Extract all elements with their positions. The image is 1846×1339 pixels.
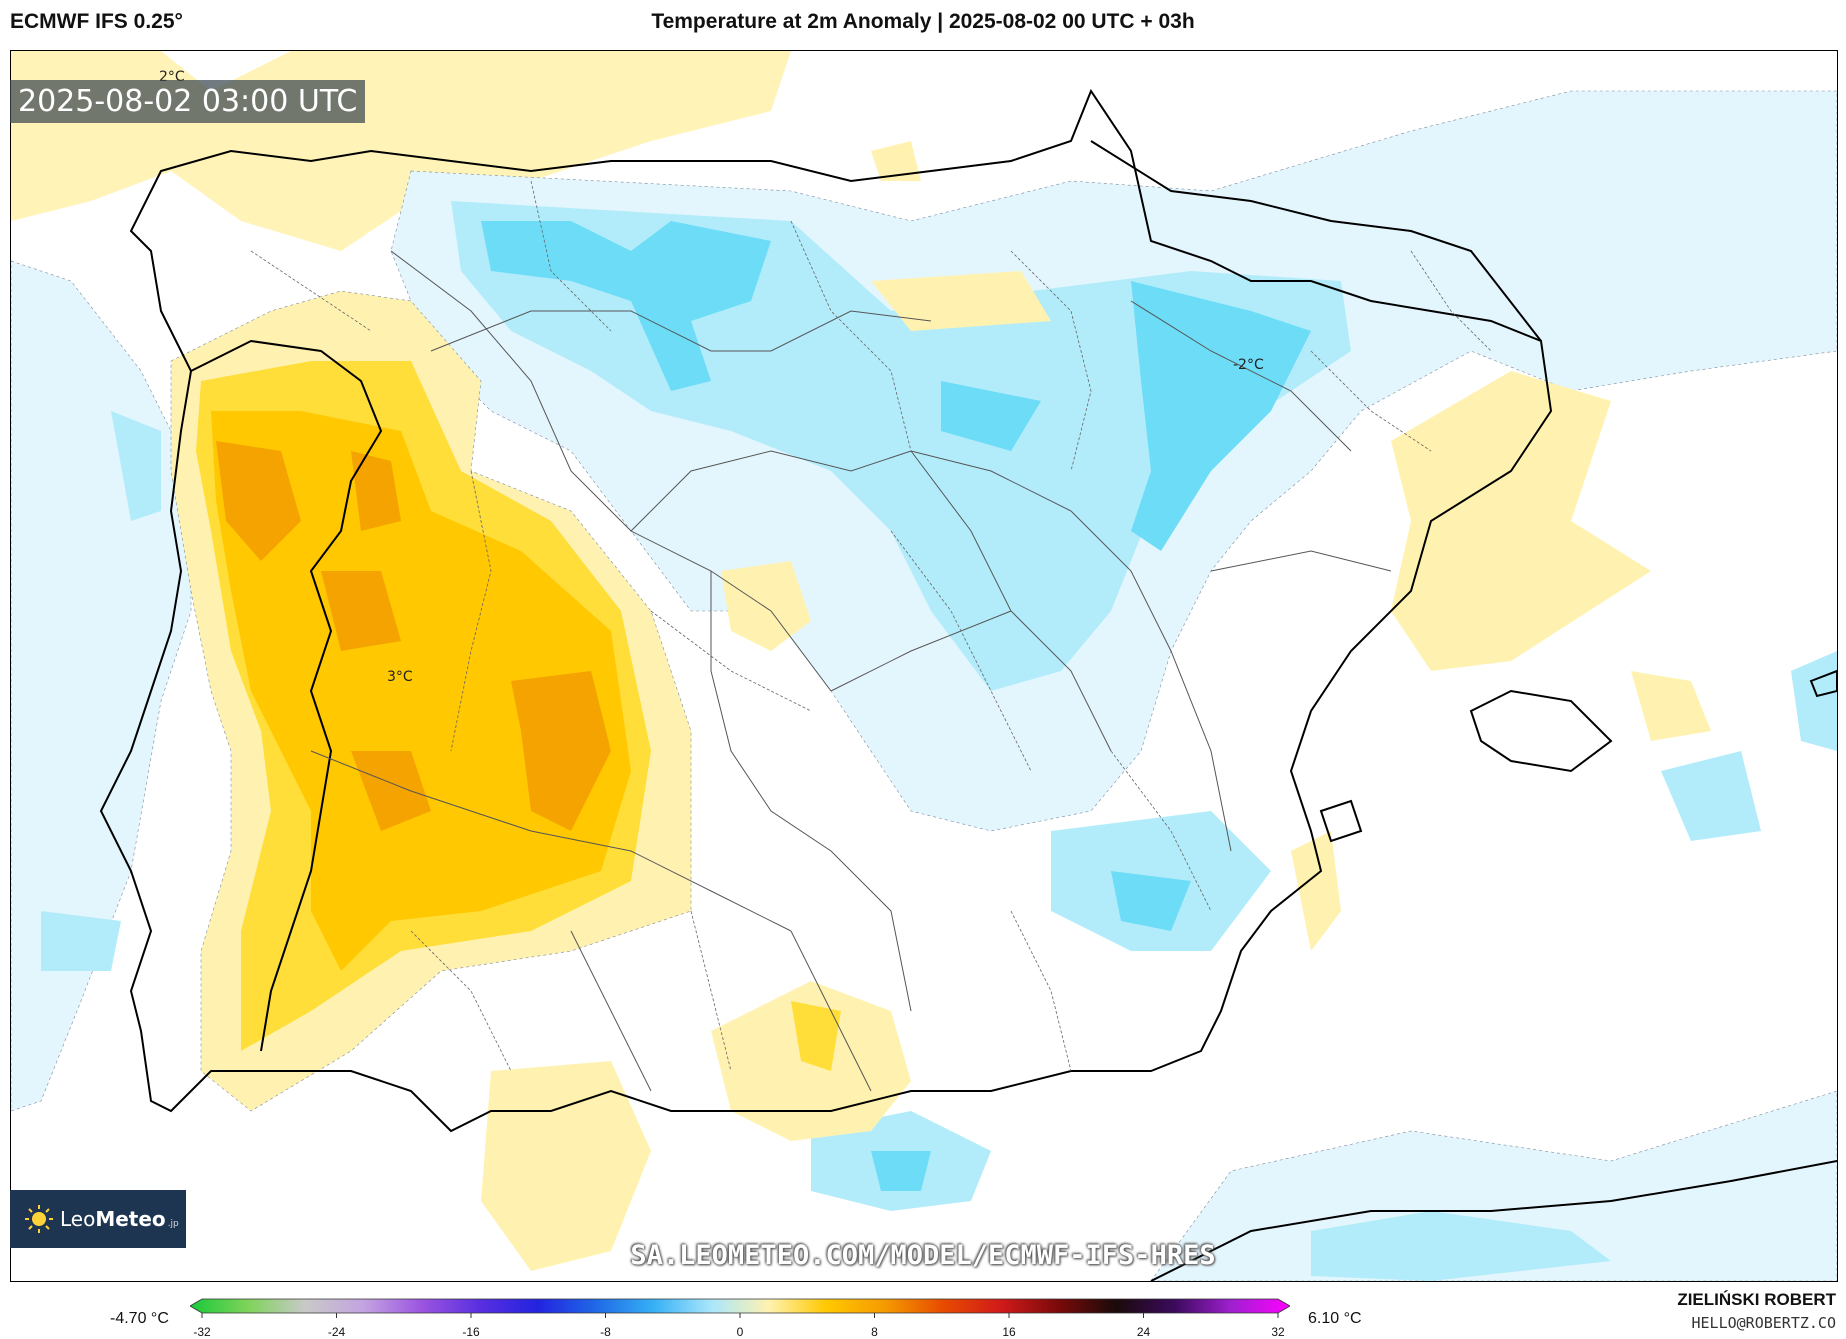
colorbar-tick-label: -24 bbox=[327, 1325, 346, 1339]
warm-zone-center-2 bbox=[791, 1001, 841, 1071]
warm-zone-balearic bbox=[1631, 671, 1711, 741]
valid-time-badge: 2025-08-02 03:00 UTC bbox=[10, 80, 366, 123]
colorbar-max-label: 6.10 °C bbox=[1308, 1310, 1362, 1327]
cool-zone-north-4 bbox=[1131, 281, 1311, 551]
colorbar-min-label: -4.70 °C bbox=[110, 1310, 169, 1327]
island-mallorca bbox=[1469, 689, 1613, 773]
warm-zone-far-north bbox=[871, 141, 921, 181]
logo-name: LeoMeteo .jp bbox=[60, 1207, 179, 1231]
cool-zone-atlantic-3 bbox=[41, 911, 121, 971]
colorbar-tick-label: 0 bbox=[736, 1325, 744, 1339]
colorbar-tick-label: -16 bbox=[462, 1325, 480, 1339]
island-menorca bbox=[1809, 669, 1837, 698]
warm-zone-west-4 bbox=[216, 441, 301, 561]
warm-zone-south bbox=[481, 1061, 651, 1271]
cool-zone-balearic bbox=[1661, 751, 1761, 841]
warm-zone-west-6 bbox=[321, 571, 401, 651]
cool-zone-atlantic-2 bbox=[111, 411, 161, 521]
warm-zone-west-8 bbox=[351, 751, 431, 831]
cool-zone-north-3 bbox=[481, 221, 771, 391]
cool-zone-north-5 bbox=[941, 381, 1041, 451]
coastline-north-africa bbox=[1150, 1160, 1837, 1281]
map-panel[interactable]: 2°C -2°C 3°C bbox=[10, 50, 1838, 1282]
island-ibiza bbox=[1319, 799, 1363, 843]
warm-zone-catalonia bbox=[1391, 371, 1651, 671]
colorbar-tick-label: -32 bbox=[193, 1325, 211, 1339]
colorbar-gradient bbox=[190, 1298, 1290, 1314]
chart-title: Temperature at 2m Anomaly | 2025-08-02 0… bbox=[651, 10, 1195, 33]
author-email[interactable]: HELLO@ROBERTZ.CO bbox=[1691, 1314, 1837, 1332]
leometeo-logo[interactable]: LeoMeteo .jp bbox=[10, 1190, 186, 1248]
colorbar-ticks bbox=[201, 1313, 1279, 1318]
warm-zone-ne-bay bbox=[871, 271, 1051, 331]
colorbar-tick-label: 32 bbox=[1271, 1325, 1285, 1339]
contour-label-ne: -2°C bbox=[1233, 357, 1264, 373]
warm-zone-west-3 bbox=[211, 411, 631, 971]
author-name: ZIELIŃSKI ROBERT bbox=[1677, 1290, 1836, 1309]
cool-zone-north-africa-2 bbox=[1311, 1211, 1611, 1281]
colorbar-tick-label: -8 bbox=[600, 1325, 611, 1339]
coastline-iberia bbox=[99, 88, 1553, 1133]
colorbar-tick-label: 8 bbox=[871, 1325, 878, 1339]
warm-zone-interior bbox=[721, 561, 811, 651]
border-france-spain bbox=[1090, 140, 1542, 342]
province-borders bbox=[250, 180, 1492, 1072]
warm-zone-west-5 bbox=[351, 451, 401, 531]
border-portugal-spain bbox=[190, 339, 383, 1052]
contour-label-west: 3°C bbox=[387, 669, 413, 685]
cool-zone-south-2 bbox=[871, 1151, 931, 1191]
model-label: ECMWF IFS 0.25° bbox=[10, 10, 183, 33]
colorbar bbox=[190, 1298, 1290, 1318]
warm-zone-west-7 bbox=[511, 671, 611, 831]
sun-icon bbox=[24, 1204, 54, 1234]
source-watermark: SA.LEOMETEO.COM/MODEL/ECMWF-IFS-HRES bbox=[630, 1240, 1216, 1271]
region-borders bbox=[310, 250, 1392, 1092]
cool-zone-se-2 bbox=[1111, 871, 1191, 931]
warm-zone-valencia bbox=[1291, 831, 1341, 951]
anomaly-map bbox=[11, 51, 1837, 1281]
colorbar-tick-label: 16 bbox=[1002, 1325, 1016, 1339]
colorbar-tick-label: 24 bbox=[1136, 1325, 1151, 1339]
